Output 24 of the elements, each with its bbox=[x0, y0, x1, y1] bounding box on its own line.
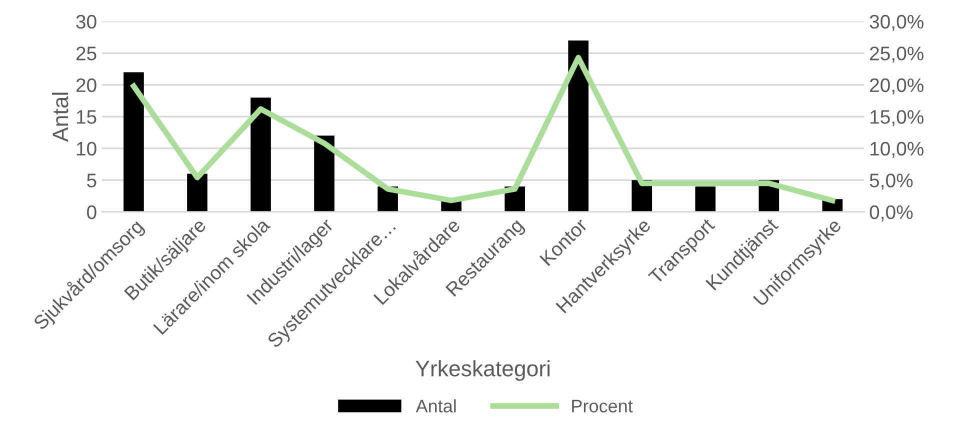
y2-tick-label: 15,0% bbox=[870, 110, 924, 126]
y2-tick-label: 5,0% bbox=[870, 174, 913, 190]
bar bbox=[568, 40, 589, 212]
bar bbox=[314, 136, 334, 212]
y-tick-label: 30 bbox=[76, 14, 96, 29]
y2-tick-label: 10,0% bbox=[870, 142, 924, 158]
bar bbox=[187, 174, 208, 212]
y-tick-label: 15 bbox=[76, 110, 96, 124]
y-axis-title: Antal bbox=[52, 92, 68, 142]
bar bbox=[695, 186, 716, 212]
y-tick-label: 25 bbox=[76, 46, 96, 60]
y-tick-label: 20 bbox=[76, 78, 96, 92]
y2-tick-label: 0,0% bbox=[870, 205, 913, 222]
bar bbox=[250, 98, 271, 212]
x-axis-title: Yrkeskategori bbox=[416, 360, 550, 381]
legend-label: Procent bbox=[572, 400, 633, 412]
y2-tick-label: 25,0% bbox=[870, 46, 924, 63]
y-tick-label: 0 bbox=[87, 205, 96, 220]
y-tick-label: 10 bbox=[76, 142, 96, 156]
y2-tick-label: 20,0% bbox=[870, 78, 924, 94]
legend-label: Antal bbox=[416, 399, 456, 412]
y-tick-label: 5 bbox=[87, 174, 96, 188]
y2-tick-label: 30,0% bbox=[870, 14, 924, 31]
bar bbox=[124, 72, 144, 212]
